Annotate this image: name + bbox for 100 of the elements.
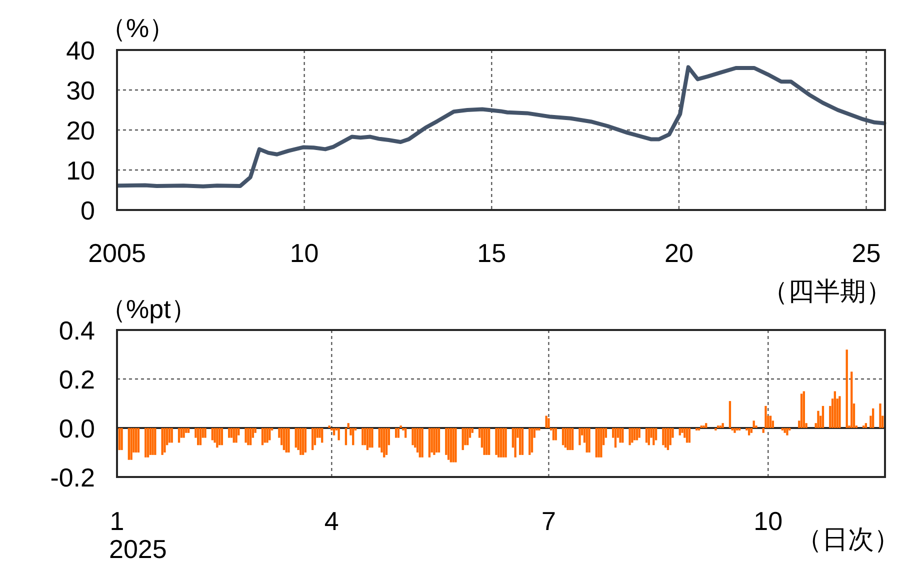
bar: [282, 428, 286, 450]
bar: [120, 428, 123, 450]
bar: [595, 428, 598, 458]
bar: [631, 428, 634, 443]
bar: [879, 404, 882, 428]
y-tick-label: 0.2: [58, 364, 95, 394]
bar: [211, 428, 214, 440]
bar: [294, 428, 297, 448]
bar: [548, 418, 550, 428]
bar: [528, 428, 531, 455]
bar: [662, 428, 664, 446]
bar: [872, 408, 874, 428]
x-axis-title: （四半期）: [762, 276, 892, 306]
bar: [218, 428, 221, 446]
bar: [137, 428, 140, 452]
bar: [514, 428, 516, 458]
bar: [645, 428, 648, 443]
bar: [146, 428, 150, 458]
bar: [321, 428, 324, 443]
bar: [130, 428, 132, 460]
bar: [764, 406, 767, 428]
bar: [666, 428, 670, 450]
bar: [404, 428, 407, 438]
bar: [394, 428, 398, 438]
x-tick-label: 20: [664, 238, 694, 268]
bar: [433, 428, 436, 455]
bar: [462, 428, 464, 450]
y-tick-label: -0.2: [50, 462, 95, 492]
bar: [332, 428, 336, 436]
bar: [571, 428, 574, 450]
bar: [264, 428, 266, 443]
bar: [161, 428, 164, 455]
x-tick-label: 10: [290, 238, 319, 268]
bar: [368, 428, 371, 448]
bar: [800, 394, 803, 428]
bar: [220, 428, 224, 446]
bar: [232, 428, 235, 443]
bar: [578, 428, 581, 446]
bar: [638, 428, 640, 438]
bar: [199, 428, 202, 446]
bar: [266, 428, 268, 443]
bar: [204, 428, 206, 438]
bar: [302, 428, 304, 455]
bar: [168, 428, 171, 443]
bar: [371, 428, 374, 448]
bar: [678, 428, 681, 436]
bar: [486, 428, 488, 455]
bar: [235, 428, 238, 443]
bar: [466, 428, 469, 446]
bar: [530, 428, 534, 452]
bar: [636, 428, 638, 440]
bar: [802, 391, 805, 428]
y-tick-label: 30: [66, 75, 95, 106]
bar: [648, 428, 650, 446]
bar: [344, 428, 348, 446]
x-tick-label: 4: [324, 506, 339, 536]
bar: [817, 410, 820, 428]
bar: [452, 428, 454, 462]
y-axis-title: （%pt）: [100, 294, 197, 324]
bar: [762, 428, 764, 433]
bar: [412, 428, 414, 446]
bar: [304, 428, 306, 452]
bar: [519, 428, 522, 455]
bar: [502, 428, 504, 458]
bar: [752, 420, 755, 428]
y-tick-label: 40: [66, 35, 95, 66]
bar: [450, 428, 452, 462]
bar: [182, 428, 185, 438]
bar: [566, 428, 569, 450]
y-tick-label: 0.4: [58, 315, 95, 346]
bar: [633, 428, 636, 440]
bar: [705, 423, 708, 428]
bar: [197, 428, 200, 446]
bar: [495, 428, 498, 455]
bar: [268, 428, 271, 440]
bar: [838, 396, 841, 428]
bar: [850, 372, 853, 428]
bar: [748, 428, 750, 436]
bar: [483, 428, 486, 455]
bar: [686, 428, 688, 443]
bar: [347, 423, 350, 428]
bar: [128, 428, 130, 460]
bar: [834, 391, 836, 428]
bar: [600, 428, 602, 458]
bar: [447, 428, 450, 460]
x-tick-label: 25: [852, 238, 881, 268]
x-axis-title: （日次）: [796, 524, 900, 554]
bar: [619, 428, 622, 443]
bar: [216, 428, 218, 448]
bar: [728, 401, 732, 428]
bar: [628, 428, 631, 446]
y-tick-label: 20: [66, 115, 95, 146]
bar: [545, 416, 548, 428]
bar: [562, 428, 564, 446]
bar: [688, 428, 690, 443]
bar: [504, 428, 507, 458]
bar: [418, 428, 421, 458]
bar: [784, 428, 786, 433]
y-tick-label: 0: [80, 195, 95, 226]
bar: [500, 428, 502, 458]
